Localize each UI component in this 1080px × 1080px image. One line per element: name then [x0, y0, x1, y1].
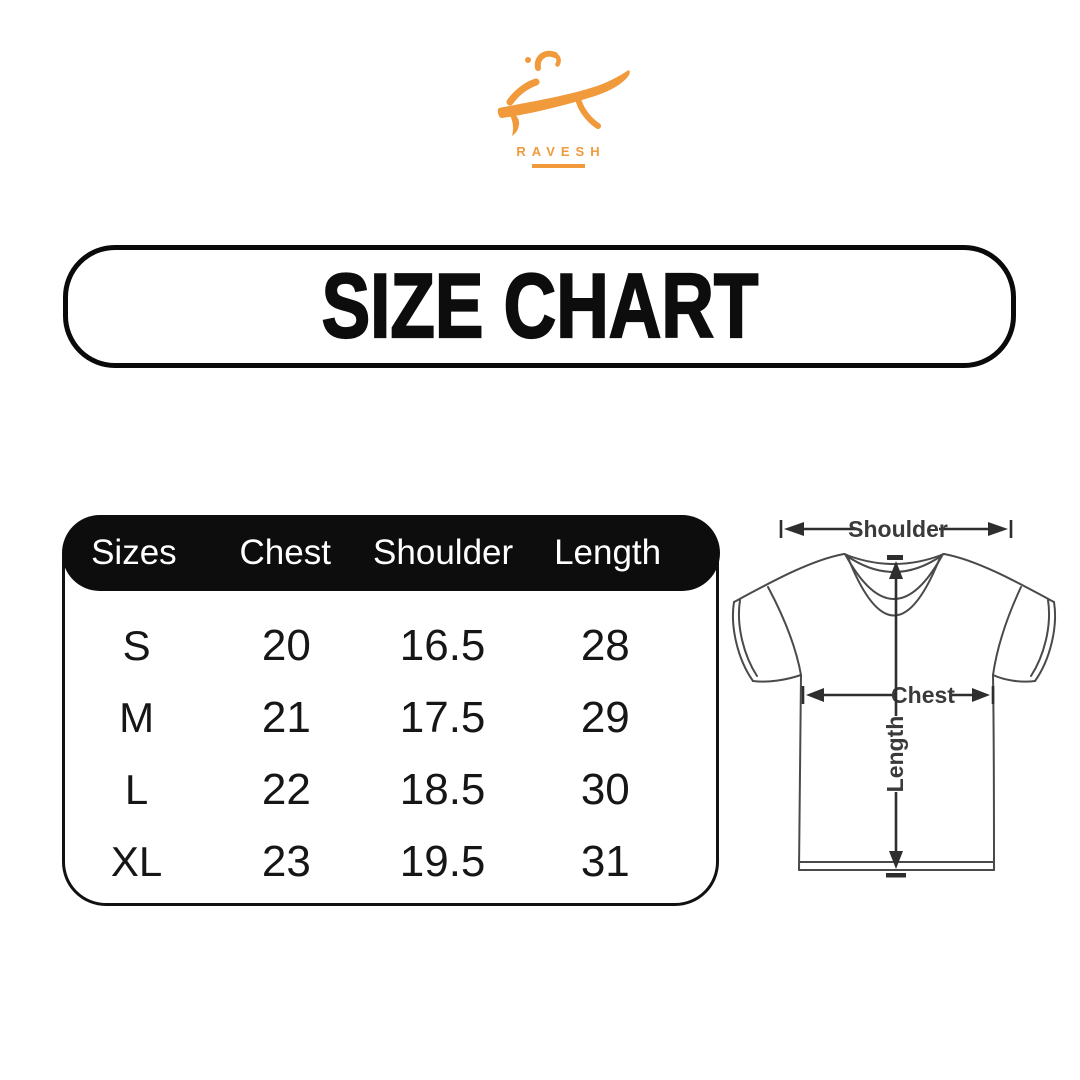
length-arrow: Length [882, 555, 908, 878]
cell-shoulder: 19.5 [399, 837, 486, 886]
tshirt-diagram-icon: Shoulder Chest Length [732, 516, 1056, 878]
cell-chest: 21 [261, 693, 311, 742]
banner-title: SIZE CHART [320, 256, 759, 357]
cell-size: XL [110, 838, 163, 885]
label-length: Length [882, 716, 908, 793]
tshirt-diagram: Shoulder Chest Length [726, 492, 1066, 892]
label-shoulder: Shoulder [848, 516, 948, 542]
size-chart-banner: SIZE CHART [63, 245, 1016, 368]
cell-shoulder: 16.5 [399, 621, 486, 670]
table-body: S 20 16.5 28 M 21 17.5 29 L 22 18.5 30 X… [65, 610, 716, 898]
ravesh-calligraphy-icon [497, 50, 630, 136]
shoulder-arrow: Shoulder [779, 516, 1013, 542]
cell-size: L [124, 766, 149, 813]
table-row: M 21 17.5 29 [65, 682, 716, 754]
label-chest: Chest [891, 682, 955, 708]
chest-arrow: Chest [801, 682, 995, 708]
header-cell-length: Length [554, 532, 662, 572]
cell-length: 28 [580, 621, 630, 670]
cell-size: S [122, 622, 151, 669]
cell-length: 31 [580, 837, 630, 886]
header-cell-sizes: Sizes [91, 532, 177, 572]
cell-length: 29 [580, 693, 630, 742]
brand-wordmark: RAVESH [516, 144, 606, 159]
ravesh-logo: RAVESH [478, 30, 638, 168]
table-row: XL 23 19.5 31 [65, 826, 716, 898]
cell-chest: 20 [261, 621, 311, 670]
cell-shoulder: 18.5 [399, 765, 486, 814]
table-row: S 20 16.5 28 [65, 610, 716, 682]
table-row: L 22 18.5 30 [65, 754, 716, 826]
table-header: Sizes Chest Shoulder Length [61, 514, 720, 591]
cell-chest: 23 [261, 837, 311, 886]
size-table: Sizes Chest Shoulder Length S 20 16.5 28… [61, 514, 720, 906]
cell-shoulder: 17.5 [399, 693, 486, 742]
cell-length: 30 [580, 765, 630, 814]
header-cell-shoulder: Shoulder [373, 532, 514, 572]
brand-underline [531, 164, 585, 168]
cell-chest: 22 [261, 765, 311, 814]
header-cell-chest: Chest [239, 532, 331, 572]
cell-size: M [119, 694, 155, 741]
